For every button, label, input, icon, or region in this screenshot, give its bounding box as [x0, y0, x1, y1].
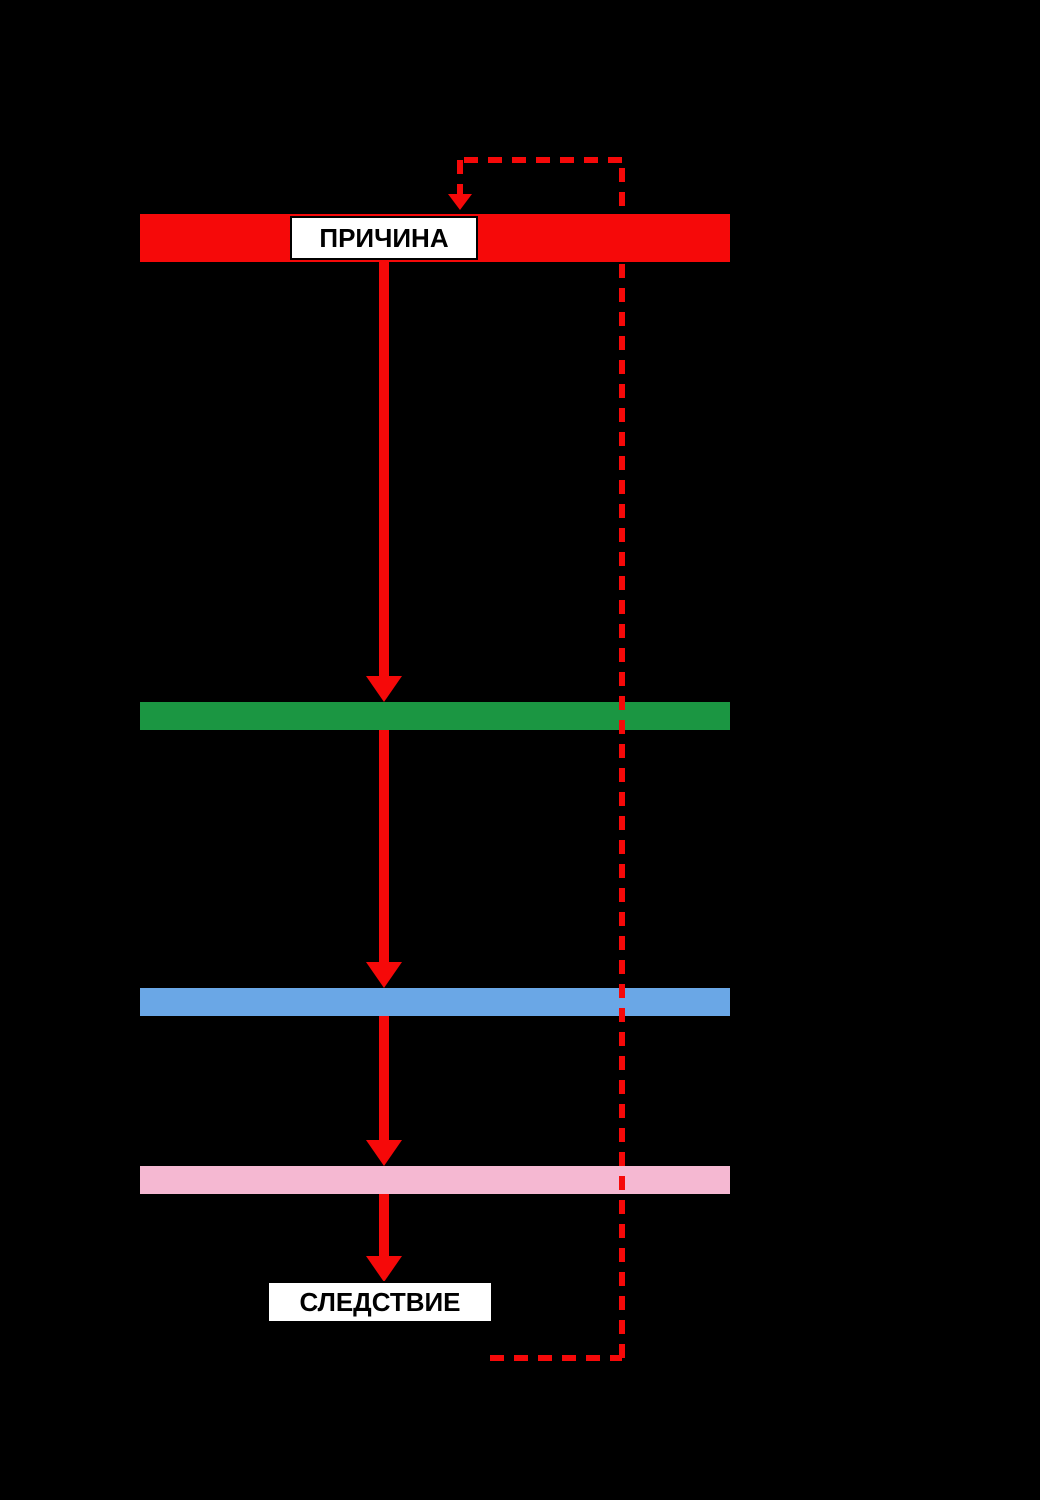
bar-blue [140, 988, 730, 1016]
cause-label: ПРИЧИНА [291, 217, 477, 259]
cause-label-text: ПРИЧИНА [319, 223, 448, 253]
effect-label: СЛЕДСТВИЕ [268, 1282, 492, 1322]
flow-diagram: ПРИЧИНА СЛЕДСТВИЕ [0, 0, 1040, 1500]
effect-label-text: СЛЕДСТВИЕ [299, 1287, 460, 1317]
bar-green [140, 702, 730, 730]
bar-pink [140, 1166, 730, 1194]
